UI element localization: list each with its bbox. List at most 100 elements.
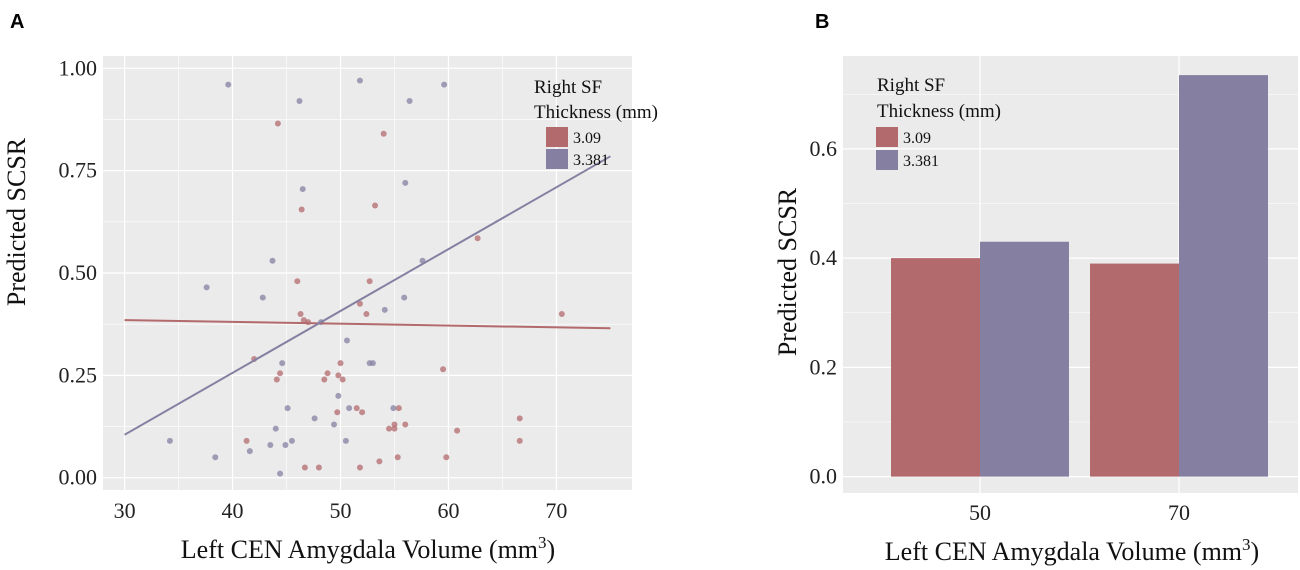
bar-y-axis-title: Predicted SCSR — [773, 187, 802, 356]
scatter-point — [296, 98, 303, 105]
bar-y-tick-label: 0.6 — [810, 136, 838, 161]
scatter-regression-lines — [124, 155, 611, 436]
bar-panel: 0.0 0.2 0.4 0.6 50 70 Right SF Thickness (mm… — [773, 56, 1298, 566]
scatter-point — [346, 405, 353, 412]
bar-y-tick-label: 0.0 — [810, 464, 838, 489]
scatter-point — [402, 179, 409, 186]
legend-label-3-09: 3.09 — [903, 130, 931, 147]
scatter-point — [277, 470, 284, 477]
bar-x-tick-label: 50 — [969, 500, 991, 525]
scatter-point — [298, 206, 305, 213]
scatter-point — [356, 464, 363, 471]
scatter-point — [454, 427, 461, 434]
scatter-point — [225, 81, 232, 88]
scatter-point — [284, 405, 291, 412]
scatter-y-axis-title: Predicted SCSR — [2, 137, 31, 306]
scatter-points — [166, 77, 565, 477]
scatter-point — [356, 300, 363, 307]
scatter-point — [324, 370, 331, 377]
scatter-point — [243, 437, 250, 444]
scatter-point — [335, 392, 342, 399]
scatter-y-tick-label: 0.50 — [59, 260, 98, 285]
scatter-point — [267, 441, 274, 448]
bar-y-tick-label: 0.4 — [810, 245, 838, 270]
scatter-point — [259, 294, 266, 301]
scatter-point — [380, 130, 387, 137]
scatter-point — [390, 405, 397, 412]
scatter-point — [305, 319, 312, 326]
panel-b-letter: B — [815, 11, 829, 33]
scatter-point — [440, 366, 447, 373]
scatter-point — [558, 310, 565, 317]
legend-swatch-3-381 — [876, 150, 898, 170]
scatter-point — [353, 405, 360, 412]
scatter-x-tick-label: 50 — [330, 498, 352, 523]
bar — [1090, 263, 1179, 477]
scatter-point — [363, 310, 370, 317]
scatter-point — [359, 409, 366, 416]
scatter-point — [376, 458, 383, 465]
scatter-point — [406, 98, 413, 105]
scatter-point — [386, 425, 393, 432]
scatter-point — [331, 421, 338, 428]
scatter-point — [356, 77, 363, 84]
legend-swatch-3-381 — [546, 149, 568, 169]
scatter-y-tick-label: 0.00 — [59, 465, 98, 490]
scatter-point — [339, 376, 346, 383]
regression-line — [124, 319, 611, 330]
scatter-point — [441, 81, 448, 88]
bar — [891, 258, 980, 477]
scatter-point — [274, 120, 281, 127]
bar-x-axis-title: Left CEN Amygdala Volume (mm3) — [885, 535, 1259, 566]
bar-x-tick-label: 70 — [1168, 500, 1190, 525]
scatter-point — [401, 294, 408, 301]
legend-swatch-3-09 — [876, 127, 898, 147]
panel-a-letter: A — [10, 11, 24, 33]
scatter-point — [212, 454, 219, 461]
scatter-x-axis-title: Left CEN Amygdala Volume (mm3) — [181, 533, 555, 564]
scatter-point — [269, 257, 276, 264]
scatter-point — [288, 437, 295, 444]
scatter-x-tick-labels: 30 40 50 60 70 — [114, 498, 568, 523]
legend-title-line2: Thickness (mm) — [877, 101, 1001, 122]
bar-y-tick-label: 0.2 — [810, 354, 838, 379]
scatter-y-tick-label: 0.25 — [59, 362, 98, 387]
scatter-point — [315, 464, 322, 471]
scatter-gridlines — [103, 56, 632, 490]
legend-label-3-381: 3.381 — [573, 152, 609, 169]
legend-title-line1: Right SF — [534, 77, 602, 98]
scatter-x-tick-label: 70 — [545, 498, 567, 523]
scatter-point — [299, 186, 306, 193]
scatter-point — [334, 409, 341, 416]
scatter-legend: Right SF Thickness (mm) 3.09 3.381 — [534, 77, 658, 169]
scatter-point — [372, 202, 379, 209]
bar — [1179, 75, 1268, 477]
scatter-point — [311, 415, 318, 422]
scatter-point — [366, 278, 373, 285]
scatter-point — [321, 376, 328, 383]
scatter-point — [272, 425, 279, 432]
scatter-x-tick-label: 40 — [222, 498, 244, 523]
scatter-point — [394, 454, 401, 461]
scatter-point — [516, 437, 523, 444]
scatter-point — [391, 421, 398, 428]
scatter-point — [273, 376, 280, 383]
scatter-point — [474, 235, 481, 242]
scatter-y-tick-label: 1.00 — [59, 55, 98, 80]
scatter-point — [282, 441, 289, 448]
scatter-x-tick-label: 30 — [114, 498, 136, 523]
scatter-point — [277, 370, 284, 377]
scatter-point — [516, 415, 523, 422]
legend-swatch-3-09 — [546, 127, 568, 147]
scatter-point — [246, 448, 253, 455]
scatter-point — [279, 360, 286, 367]
bar-x-tick-labels: 50 70 — [969, 500, 1190, 525]
scatter-point — [297, 310, 304, 317]
regression-line — [124, 155, 611, 436]
scatter-point — [337, 360, 344, 367]
scatter-point — [402, 421, 409, 428]
scatter-point — [381, 306, 388, 313]
scatter-y-tick-label: 0.75 — [59, 158, 98, 183]
legend-label-3-381: 3.381 — [903, 153, 939, 170]
